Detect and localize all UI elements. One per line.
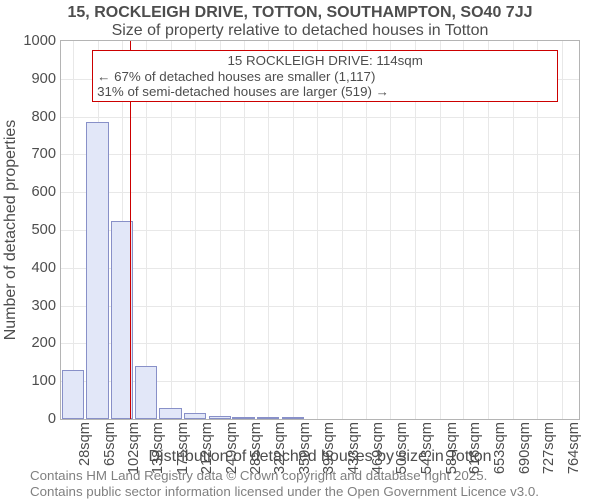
gridline-h (61, 230, 579, 231)
annotation-line-1: ← 67% of detached houses are smaller (1,… (97, 69, 553, 84)
gridline-h (61, 306, 579, 307)
y-tick-label: 800 (16, 109, 56, 125)
x-tick-label: 249sqm (224, 422, 240, 474)
histogram-bar (257, 417, 279, 419)
y-tick-label: 1000 (16, 33, 56, 49)
x-tick-label: 359sqm (297, 422, 313, 474)
gridline-v (562, 41, 563, 419)
gridline-h (61, 343, 579, 344)
x-tick-label: 690sqm (517, 422, 533, 474)
y-tick-label: 900 (16, 71, 56, 87)
annotation-line-2: 31% of semi-detached houses are larger (… (97, 84, 553, 99)
plot-area: 15 ROCKLEIGH DRIVE: 114sqm← 67% of detac… (60, 40, 580, 420)
x-tick-label: 175sqm (175, 422, 191, 474)
histogram-bar (159, 408, 181, 419)
x-tick-label: 322sqm (272, 422, 288, 474)
x-tick-label: 764sqm (566, 422, 582, 474)
gridline-h (61, 117, 579, 118)
histogram-bar (86, 122, 108, 419)
y-tick-label: 600 (16, 184, 56, 200)
attribution-line-2: Contains public sector information licen… (30, 484, 539, 500)
y-tick-label: 200 (16, 335, 56, 351)
x-tick-label: 469sqm (370, 422, 386, 474)
chart-root: 15, ROCKLEIGH DRIVE, TOTTON, SOUTHAMPTON… (0, 0, 600, 500)
x-tick-label: 433sqm (346, 422, 362, 474)
y-tick-label: 100 (16, 373, 56, 389)
x-tick-label: 653sqm (492, 422, 508, 474)
x-tick-label: 65sqm (102, 422, 118, 466)
y-tick-label: 700 (16, 146, 56, 162)
histogram-bar (282, 417, 304, 419)
gridline-h (61, 192, 579, 193)
x-tick-label: 543sqm (419, 422, 435, 474)
page-title: 15, ROCKLEIGH DRIVE, TOTTON, SOUTHAMPTON… (0, 4, 600, 22)
x-tick-label: 138sqm (150, 422, 166, 474)
x-tick-label: 396sqm (321, 422, 337, 474)
x-tick-label: 285sqm (248, 422, 264, 474)
y-tick-label: 500 (16, 222, 56, 238)
x-tick-label: 506sqm (394, 422, 410, 474)
gridline-v (73, 41, 74, 419)
x-tick-label: 727sqm (541, 422, 557, 474)
histogram-bar (184, 413, 206, 419)
y-tick-label: 300 (16, 298, 56, 314)
page-subtitle: Size of property relative to detached ho… (0, 22, 600, 40)
x-tick-label: 102sqm (126, 422, 142, 474)
x-tick-label: 212sqm (199, 422, 215, 474)
annotation-box: 15 ROCKLEIGH DRIVE: 114sqm← 67% of detac… (92, 50, 558, 102)
histogram-bar (232, 417, 254, 419)
histogram-bar (62, 370, 84, 419)
histogram-bar (209, 416, 231, 419)
x-tick-label: 616sqm (467, 422, 483, 474)
gridline-h (61, 268, 579, 269)
y-tick-label: 400 (16, 260, 56, 276)
gridline-h (61, 154, 579, 155)
x-tick-label: 28sqm (77, 422, 93, 466)
x-tick-label: 580sqm (444, 422, 460, 474)
y-tick-label: 0 (16, 411, 56, 427)
annotation-title: 15 ROCKLEIGH DRIVE: 114sqm (97, 53, 553, 68)
histogram-bar (135, 366, 157, 419)
